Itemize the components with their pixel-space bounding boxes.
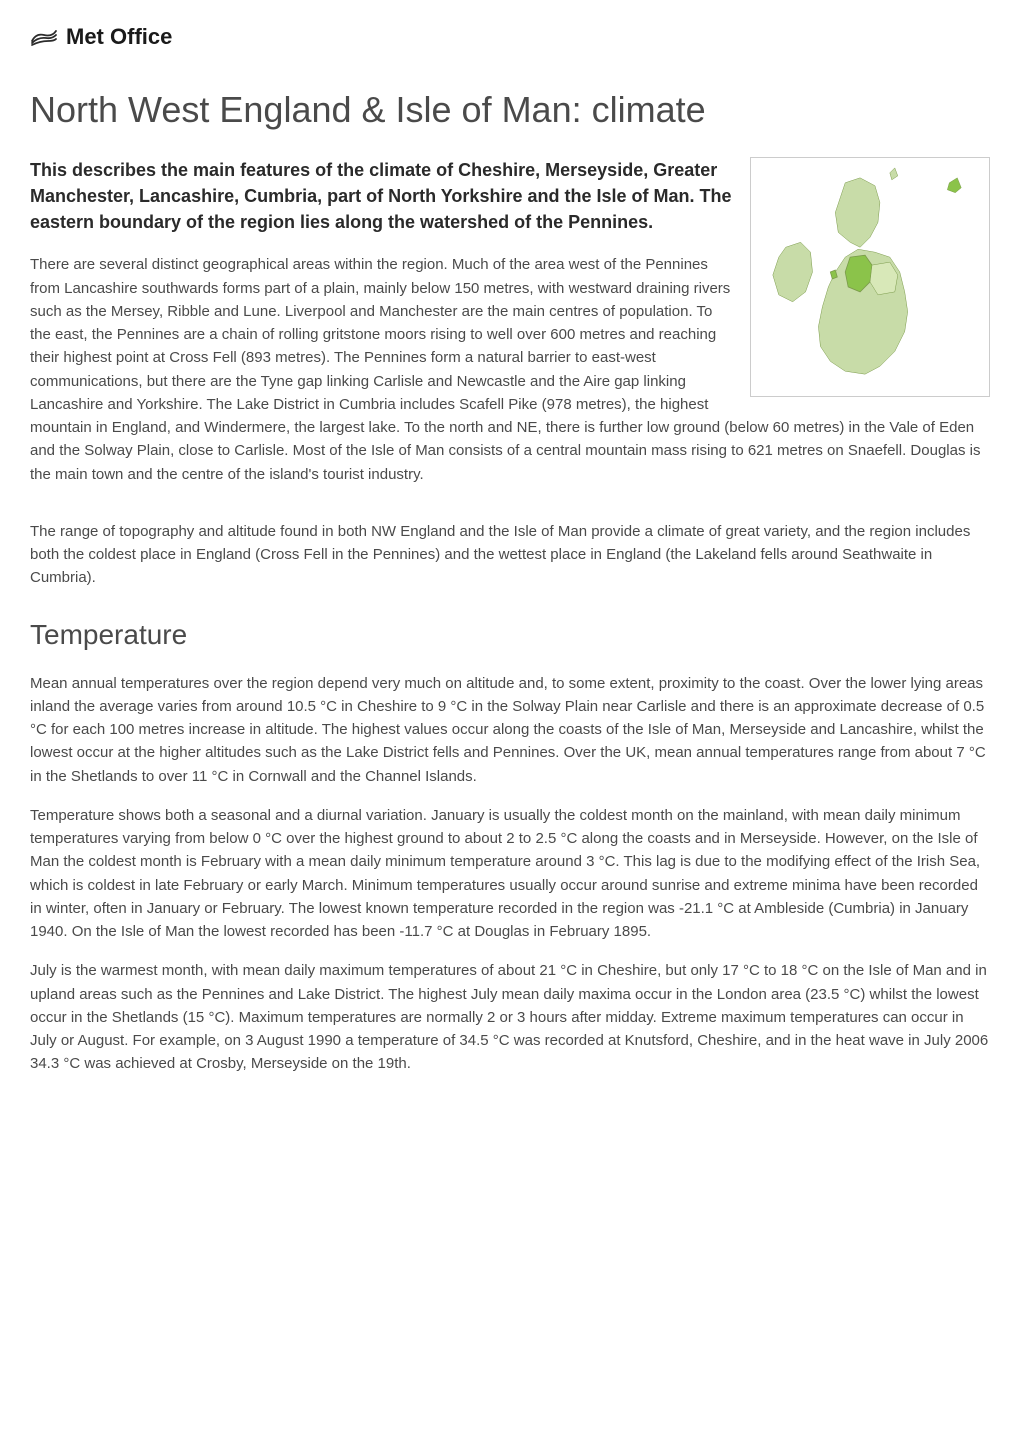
paragraph-topography: The range of topography and altitude fou… — [30, 520, 990, 590]
paragraph-seasonal-temp: Temperature shows both a seasonal and a … — [30, 804, 990, 944]
met-office-swirl-icon — [30, 27, 58, 47]
logo-text: Met Office — [66, 20, 172, 53]
paragraph-annual-temp: Mean annual temperatures over the region… — [30, 672, 990, 788]
temperature-heading: Temperature — [30, 614, 990, 656]
page-title: North West England & Isle of Man: climat… — [30, 83, 990, 137]
intro-section: This describes the main features of the … — [30, 157, 990, 502]
uk-map-image — [750, 157, 990, 397]
met-office-logo: Met Office — [30, 20, 990, 53]
paragraph-july-temp: July is the warmest month, with mean dai… — [30, 959, 990, 1075]
